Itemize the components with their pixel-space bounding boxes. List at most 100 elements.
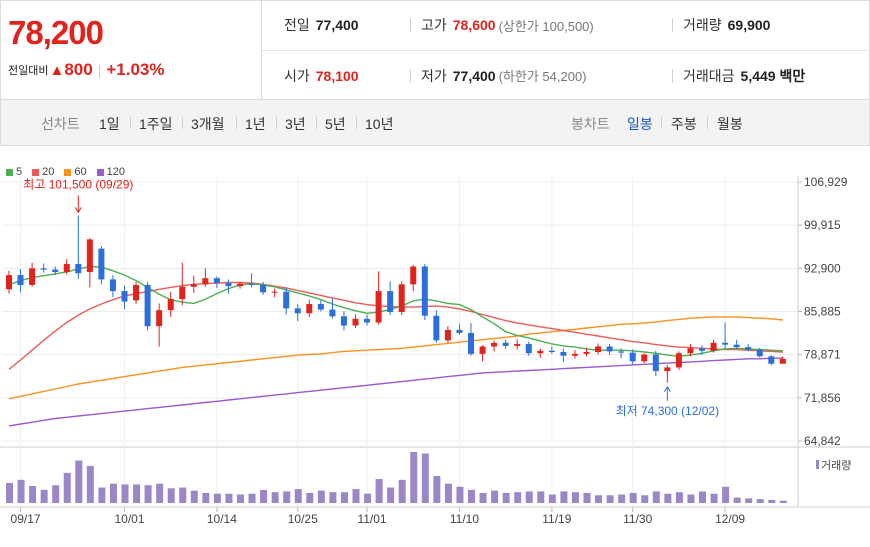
divider (316, 117, 317, 129)
gridlines (2, 176, 798, 507)
y-tick-label: 85,885 (804, 305, 841, 319)
candle-body (571, 353, 578, 356)
candle-body (768, 356, 775, 364)
candle-body (109, 279, 116, 292)
stat-value: 77,400 (315, 17, 359, 33)
candle-body (387, 291, 394, 313)
divider: | (97, 62, 102, 78)
candle-body (202, 278, 209, 285)
candle-body (121, 291, 128, 302)
candle-body (410, 266, 417, 285)
candle-body (433, 315, 440, 341)
moving-average-lines (8, 265, 783, 427)
volume-bar (283, 491, 291, 503)
candle-daily-button[interactable]: 일봉 (627, 116, 653, 132)
high-arrowhead-icon (74, 207, 82, 214)
period-3y-button[interactable]: 3년 (285, 116, 306, 132)
candle-body (595, 346, 602, 353)
y-tick-label: 92,900 (804, 261, 841, 275)
candle-body (317, 304, 324, 310)
volume-bar (687, 494, 695, 503)
volume-bar (548, 494, 556, 503)
ma-legend: 5 20 60 120 (6, 166, 125, 178)
divider (130, 117, 131, 129)
low-annotation: 최저 74,300 (12/02) (616, 404, 719, 418)
current-price: 78,200 (8, 14, 104, 51)
period-3m-button[interactable]: 3개월 (191, 116, 225, 132)
legend-label: 120 (106, 166, 125, 178)
candle-body (213, 278, 220, 284)
annotations: 최고 101,500 (09/29) 최저 74,300 (12/02) (23, 177, 719, 417)
candle-body (144, 284, 151, 327)
candle-weekly-button[interactable]: 주봉 (671, 116, 697, 132)
candle-body (86, 239, 93, 273)
period-5y-button[interactable]: 5년 (325, 116, 346, 132)
stat-label: 거래량 (683, 17, 722, 33)
x-tick-label: 12/09 (715, 512, 745, 526)
ma5-line (8, 265, 783, 358)
period-10y-button[interactable]: 10년 (365, 116, 394, 132)
ma120-line (8, 357, 783, 427)
candle-body (514, 344, 521, 346)
candle-body (687, 348, 694, 354)
volume-bar (583, 492, 591, 503)
volume-bar (248, 493, 256, 503)
candle-body (167, 299, 174, 311)
plot-frame (0, 176, 870, 508)
candle-body (190, 284, 197, 287)
x-tick-label: 11/10 (450, 512, 479, 526)
volume-bar (17, 479, 25, 503)
candle-body (733, 344, 740, 348)
volume-bar (63, 472, 71, 503)
quote-row-2: 시가 78,100 저가 77,400 (하한가 54,200) 거래대금 5,… (262, 50, 870, 100)
candle-body (606, 346, 613, 352)
candle-body (29, 268, 36, 285)
x-tick-label: 11/30 (623, 512, 652, 526)
candle-body (699, 348, 705, 351)
candle-body (479, 346, 486, 354)
candle-body (40, 268, 47, 270)
volume-bar (745, 498, 753, 503)
volume-bars: 거래량 (6, 452, 851, 503)
volume-bar (179, 487, 187, 503)
candle-body (675, 353, 682, 368)
period-selector: 선차트 1일 1주일 3개월 1년 3년 5년 10년 봉차트 일봉 주봉 월봉 (0, 100, 870, 146)
volume-bar (618, 494, 626, 503)
volume-bar (779, 500, 787, 503)
volume-label: 거래량 (821, 459, 851, 472)
up-arrow-icon: ▲ (49, 61, 65, 79)
x-tick-label: 11/19 (542, 512, 571, 526)
candle-body (502, 342, 509, 346)
volume-bar (733, 497, 741, 503)
candle-body (17, 275, 24, 285)
period-1w-button[interactable]: 1주일 (139, 116, 173, 132)
candle-monthly-button[interactable]: 월봉 (717, 116, 743, 132)
stat-low: 저가 77,400 (하한가 54,200) (410, 66, 587, 86)
candle-body (260, 284, 267, 293)
quote-row-1: 전일 77,400 고가 78,600 (상한가 100,500) 거래량 69… (262, 0, 870, 50)
candle-body (352, 318, 359, 326)
period-1d-button[interactable]: 1일 (99, 116, 120, 132)
y-axis: 106,929 99,915 92,900 85,885 78,871 71,856 64,… (798, 175, 848, 448)
divider (672, 18, 673, 32)
x-tick-label: 11/01 (357, 512, 386, 526)
volume-bar (433, 475, 441, 503)
candle-body (722, 342, 729, 345)
legend-swatch (6, 168, 13, 176)
stat-label: 전일 (284, 17, 310, 33)
volume-bar (364, 493, 372, 503)
candle-body (6, 275, 12, 290)
candle-body (179, 286, 186, 300)
candle-body (583, 352, 590, 354)
volume-bar (294, 489, 302, 503)
candle-body (618, 351, 625, 353)
volume-bar (444, 483, 452, 503)
candle-body (248, 283, 255, 285)
stat-volume: 거래량 69,900 (672, 15, 770, 35)
divider (707, 117, 708, 129)
period-1y-button[interactable]: 1년 (245, 116, 266, 132)
divider (672, 68, 673, 83)
volume-bar (75, 460, 83, 503)
divider (410, 68, 411, 83)
volume-bar (306, 492, 314, 503)
